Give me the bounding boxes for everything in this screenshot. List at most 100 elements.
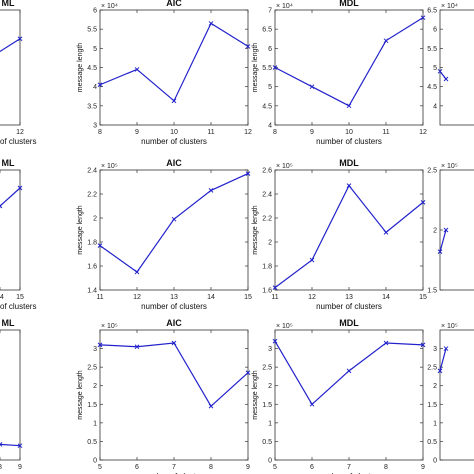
y-tick-label: 5.5 — [87, 27, 97, 34]
y-exponent-label: × 10⁴ — [276, 3, 293, 10]
data-point — [245, 370, 251, 376]
data-point — [346, 183, 352, 188]
marker-stroke — [420, 15, 426, 21]
x-axis-label: number of clusters — [316, 472, 382, 474]
data-point — [97, 342, 103, 348]
x-tick-label: 10 — [345, 129, 353, 136]
y-tick-label: 5 — [433, 65, 437, 72]
y-tick-label: 4.5 — [427, 84, 437, 91]
chart-title: MDL — [339, 318, 359, 328]
data-point — [97, 243, 103, 248]
y-tick-label: 6.5 — [427, 8, 437, 15]
data-point — [17, 185, 23, 191]
data-point — [134, 344, 140, 350]
x-tick-label: 5 — [98, 464, 102, 471]
panel-r3c2: AIC × 10⁵ 0 0.5 1 1.5 2 2.5 3 5 6 7 8 9 number of clus… — [77, 318, 251, 474]
y-exponent-label: × 10⁴ — [441, 3, 458, 10]
x-tick-label: 7 — [347, 464, 351, 471]
y-tick-label: 1 — [433, 420, 437, 427]
plot-frame — [274, 169, 424, 291]
x-tick-label: 8 — [384, 464, 388, 471]
marker-stroke — [309, 401, 315, 407]
plot-frame — [99, 9, 249, 126]
y-tick-label: 4 — [268, 123, 272, 130]
y-axis-label: message length — [252, 205, 259, 255]
x-axis-label: number of clusters — [316, 137, 382, 146]
data-point — [443, 76, 449, 82]
data-point — [437, 68, 443, 74]
data-point — [272, 285, 278, 290]
data-point — [245, 44, 251, 49]
data-point — [420, 15, 426, 21]
x-tick-label: 11 — [96, 294, 103, 301]
y-tick-label: 1 — [268, 420, 272, 427]
x-tick-label: 12 — [16, 129, 24, 136]
y-tick-label: 6 — [433, 27, 437, 34]
marker-stroke — [97, 82, 103, 88]
chart-title: AIC — [166, 158, 182, 168]
data-point — [97, 82, 103, 88]
x-axis-label: number of clusters — [316, 302, 382, 311]
data-point — [437, 368, 443, 374]
marker-stroke — [245, 44, 251, 49]
y-axis-label: message length — [252, 370, 259, 420]
panel-r2c1: ML131415of clusters — [0, 158, 36, 311]
marker-stroke — [346, 103, 352, 109]
data-point — [134, 67, 140, 72]
series-line — [0, 443, 21, 447]
marker-stroke — [245, 370, 251, 376]
marker-stroke — [420, 200, 426, 205]
data-point — [171, 98, 177, 104]
y-axis-label: message length — [77, 43, 84, 93]
y-tick-label: 2.5 — [427, 365, 437, 372]
marker-stroke — [383, 38, 389, 44]
marker-stroke — [208, 21, 214, 26]
y-tick-label: 4.5 — [87, 65, 97, 72]
y-tick-label: 1.5 — [262, 402, 272, 409]
marker-stroke — [420, 342, 426, 348]
y-tick-label: 2.6 — [262, 168, 272, 175]
y-tick-label: 0.5 — [262, 439, 272, 446]
marker-stroke — [245, 171, 251, 176]
x-tick-label: 14 — [207, 294, 215, 301]
marker-stroke — [17, 185, 23, 191]
data-point — [383, 38, 389, 44]
y-axis-label: message length — [252, 43, 259, 93]
y-exponent-label: × 10⁵ — [101, 323, 118, 330]
marker-stroke — [309, 84, 315, 90]
y-tick-label: 2.4 — [262, 192, 272, 199]
data-point — [171, 216, 177, 222]
y-tick-label: 2.5 — [427, 168, 437, 175]
marker-stroke — [134, 269, 140, 275]
y-exponent-label: × 10⁵ — [101, 163, 118, 170]
marker-stroke — [272, 338, 278, 344]
x-tick-label: 6 — [135, 464, 139, 471]
plot-frame — [439, 9, 474, 126]
y-exponent-label: × 10⁵ — [276, 323, 293, 330]
x-tick-label: 12 — [308, 294, 316, 301]
y-tick-label: 4 — [433, 103, 437, 110]
panel-r2c4: × 10⁵ 1.5 2 2.5 — [427, 163, 474, 295]
chart-title: AIC — [166, 318, 182, 328]
plot-frame — [99, 169, 249, 291]
x-tick-label: 15 — [244, 294, 252, 301]
marker-stroke — [437, 68, 443, 74]
y-tick-label: 3.5 — [87, 103, 97, 110]
x-tick-label: 9 — [421, 464, 425, 471]
marker-stroke — [208, 403, 214, 409]
x-tick-label: 10 — [170, 129, 178, 136]
x-axis-label: of clusters — [0, 302, 36, 311]
y-tick-label: 1.8 — [87, 240, 97, 247]
marker-stroke — [272, 285, 278, 290]
x-tick-label: 8 — [0, 464, 2, 471]
y-tick-label: 2 — [268, 383, 272, 390]
marker-stroke — [17, 36, 23, 42]
data-point — [346, 368, 352, 374]
x-tick-label: 11 — [207, 129, 214, 136]
data-point — [309, 401, 315, 407]
x-tick-label: 8 — [98, 129, 102, 136]
y-tick-label: 4.5 — [262, 103, 272, 110]
y-tick-label: 2 — [268, 240, 272, 247]
data-point — [383, 340, 389, 346]
panel-r3c4: × 10⁵ 0 0.5 1 1.5 2 2.5 3 — [427, 323, 474, 465]
